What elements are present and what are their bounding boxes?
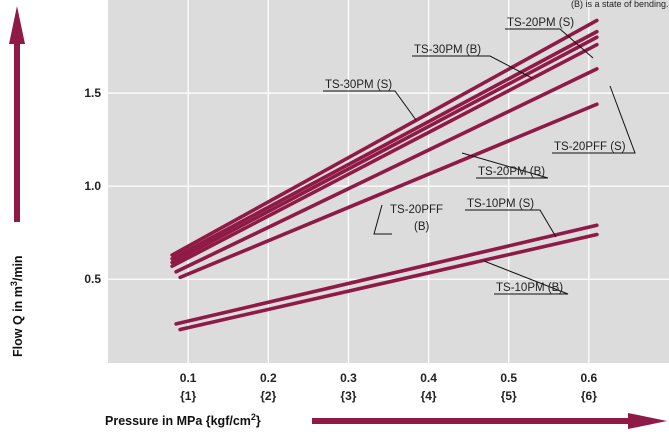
y-tick-label-0-5: 0.5 — [84, 272, 101, 286]
annotation-ts-10pm-b: TS-10PM (B) — [496, 282, 563, 294]
annotation-ts-30pm-b: TS-30PM (B) — [414, 44, 481, 56]
x-tick-sublabel-0-2: {2} — [260, 389, 276, 403]
x-tick-labels: 0.1 {1} 0.2 {2} 0.3 {3} 0.4 {4} 0.5 {5} 0.6 {6} — [180, 371, 598, 403]
x-tick-sublabel-0-6: {6} — [581, 389, 597, 403]
x-tick-sublabel-0-3: {3} — [340, 389, 356, 403]
x-arrow-head — [628, 413, 667, 429]
plot-area — [108, 0, 669, 363]
y-tick-label-1-5: 1.5 — [84, 86, 101, 100]
x-tick-sublabel-0-5: {5} — [501, 389, 517, 403]
x-tick-label-0-1: 0.1 — [180, 371, 197, 385]
annotation-ts-20pff-b-line2: (B) — [414, 221, 430, 233]
annotation-ts-20pm-s: TS-20PM (S) — [507, 17, 574, 29]
annotation-ts-20pff-s: TS-20PFF (S) — [554, 141, 626, 153]
y-arrow-shaft — [14, 42, 20, 222]
annotation-ts-20pm-b: TS-20PM (B) — [478, 166, 545, 178]
x-axis-arrow — [312, 413, 667, 429]
y-axis-title-main: Flow Q in m — [11, 286, 25, 357]
x-tick-sublabel-0-1: {1} — [180, 389, 196, 403]
y-axis-arrow — [9, 6, 25, 222]
x-arrow-shaft — [312, 418, 632, 424]
x-tick-label-0-3: 0.3 — [340, 371, 357, 385]
annotation-ts-30pm-s: TS-30PM (S) — [325, 79, 392, 91]
annotation-ts-20pff-b-line1: TS-20PFF — [390, 204, 443, 216]
x-tick-label-0-4: 0.4 — [420, 371, 437, 385]
x-tick-label-0-5: 0.5 — [500, 371, 517, 385]
x-tick-label-0-6: 0.6 — [581, 371, 598, 385]
chart-note: (B) is a state of bending. — [571, 0, 669, 9]
x-tick-sublabel-0-4: {4} — [421, 389, 437, 403]
y-axis-title: Flow Q in m3/min — [9, 255, 25, 357]
x-axis-title-tail: } — [256, 414, 261, 428]
x-axis-title: Pressure in MPa {kgf/cm2} — [105, 412, 261, 428]
x-axis-title-main: Pressure in MPa {kgf/cm — [105, 414, 251, 428]
y-tick-label-1-0: 1.0 — [84, 179, 101, 193]
y-arrow-head — [9, 6, 25, 44]
annotation-ts-10pm-s: TS-10PM (S) — [467, 198, 534, 210]
y-tick-labels: 0.5 1.0 1.5 — [84, 86, 101, 286]
x-tick-label-0-2: 0.2 — [260, 371, 277, 385]
y-axis-title-tail: /min — [11, 255, 25, 281]
